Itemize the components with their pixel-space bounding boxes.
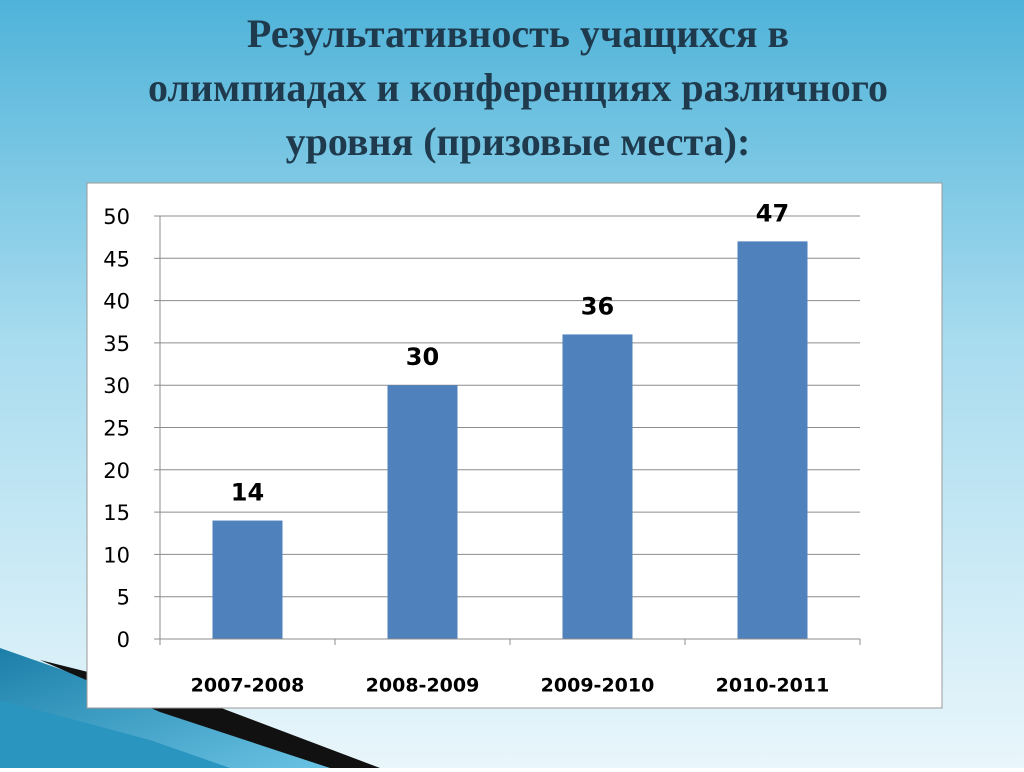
- y-tick-label: 0: [117, 628, 130, 652]
- y-tick-label: 10: [103, 543, 130, 567]
- y-tick-label: 45: [103, 247, 130, 271]
- x-tick-label: 2010-2011: [716, 675, 830, 697]
- value-label: 30: [406, 343, 439, 371]
- chart-title: олимпиадах и конференциях различного: [148, 65, 888, 110]
- y-tick-label: 30: [103, 374, 130, 398]
- decor-wave-2: [0, 700, 230, 768]
- y-tick-label: 20: [103, 459, 130, 483]
- x-tick-label: 2007-2008: [191, 675, 305, 697]
- value-label: 47: [756, 199, 789, 227]
- bar: [562, 334, 633, 639]
- chart-title: уровня (призовые места):: [286, 119, 751, 164]
- x-tick-label: 2009-2010: [541, 675, 655, 697]
- chart-title: Результативность учащихся в: [247, 11, 789, 56]
- y-tick-label: 15: [103, 501, 130, 525]
- value-label: 36: [581, 292, 614, 320]
- y-tick-label: 40: [103, 290, 130, 314]
- bar: [212, 520, 283, 639]
- bar: [387, 385, 458, 639]
- bar: [737, 241, 808, 639]
- y-tick-label: 25: [103, 417, 130, 441]
- value-label: 14: [231, 479, 264, 507]
- y-tick-label: 50: [103, 205, 130, 229]
- y-tick-label: 35: [103, 332, 130, 356]
- x-tick-label: 2008-2009: [366, 675, 480, 697]
- y-tick-label: 5: [117, 586, 130, 610]
